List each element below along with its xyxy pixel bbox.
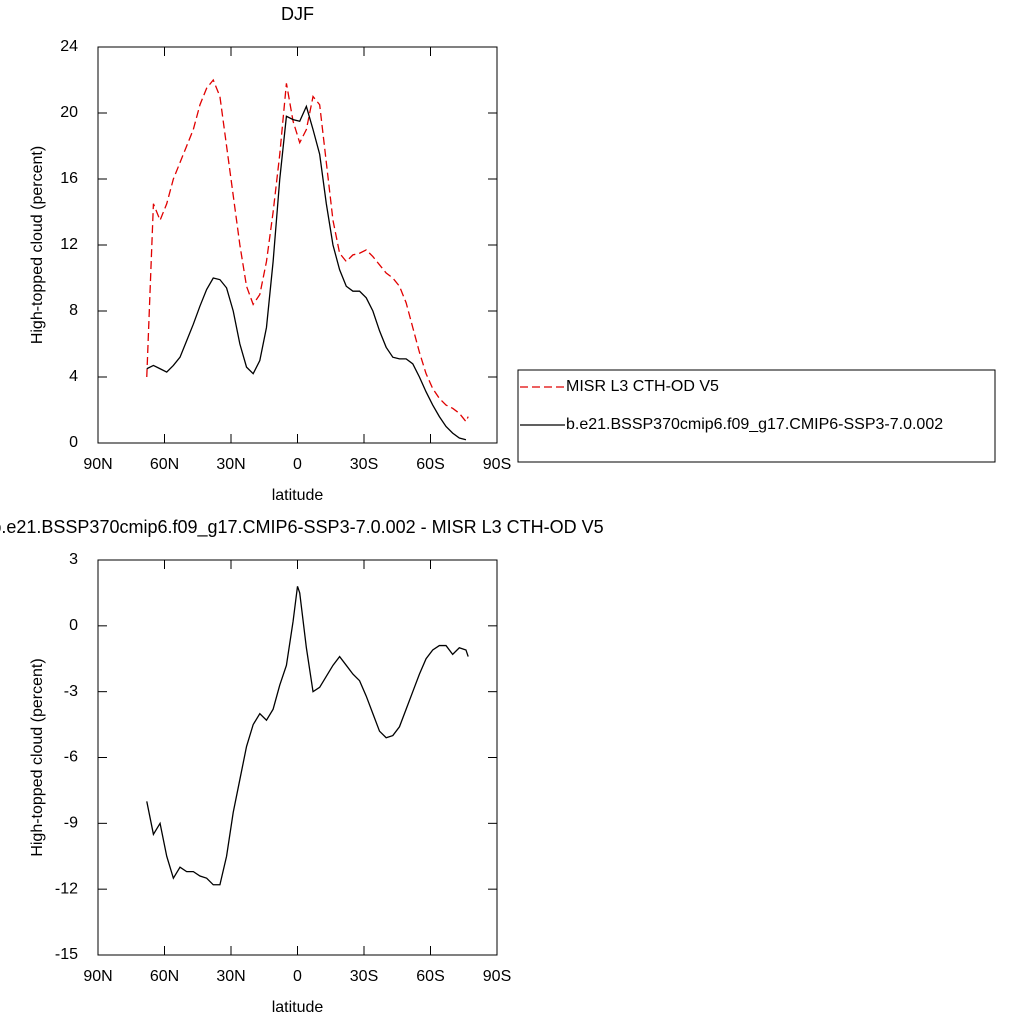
x-tick-label: 30N — [216, 456, 245, 473]
data-line — [146, 78, 469, 423]
x-tick-label: 60N — [150, 456, 179, 473]
y-tick-label: -15 — [55, 946, 78, 963]
x-tick-label: 0 — [293, 968, 302, 985]
y-tick-label: -6 — [64, 749, 78, 766]
chart-title: DJF — [281, 4, 314, 24]
y-axis-label: High-topped cloud (percent) — [29, 658, 46, 856]
x-tick-label: 30N — [216, 968, 245, 985]
legend-box — [517, 369, 996, 463]
y-axis-label: High-topped cloud (percent) — [29, 146, 46, 344]
legend-label: MISR L3 CTH-OD V5 — [566, 378, 719, 395]
y-tick-label: 4 — [69, 368, 78, 385]
plot-frame — [97, 46, 498, 444]
legend: MISR L3 CTH-OD V5 b.e21.BSSP370cmip6.f09_… — [517, 369, 996, 463]
legend-label: b.e21.BSSP370cmip6.f09_g17.CMIP6-SSP3-7.… — [566, 416, 943, 433]
y-tick-label: 3 — [69, 551, 78, 568]
y-tick-label: -9 — [64, 815, 78, 832]
y-tick-label: 0 — [69, 617, 78, 634]
y-tick-label: 0 — [69, 434, 78, 451]
x-axis-label: latitude — [272, 999, 324, 1016]
x-tick-label: 0 — [293, 456, 302, 473]
data-line — [146, 586, 469, 886]
y-tick-label: 16 — [60, 170, 78, 187]
y-tick-label: -3 — [64, 683, 78, 700]
x-tick-label: 90N — [83, 968, 112, 985]
plot-frame — [97, 559, 498, 956]
y-tick-label: 20 — [60, 104, 78, 121]
y-tick-label: -12 — [55, 880, 78, 897]
x-tick-label: 90S — [483, 456, 511, 473]
x-tick-label: 90S — [483, 968, 511, 985]
x-tick-label: 60S — [416, 968, 444, 985]
x-tick-label: 60N — [150, 968, 179, 985]
chart-title: b.e21.BSSP370cmip6.f09_g17.CMIP6-SSP3-7.… — [0, 517, 604, 538]
y-tick-label: 8 — [69, 302, 78, 319]
y-tick-label: 24 — [60, 38, 78, 55]
x-tick-label: 30S — [350, 968, 378, 985]
x-axis-label: latitude — [272, 487, 324, 504]
data-line — [146, 104, 467, 441]
x-tick-label: 90N — [83, 456, 112, 473]
y-tick-label: 12 — [60, 236, 78, 253]
x-tick-label: 60S — [416, 456, 444, 473]
x-tick-label: 30S — [350, 456, 378, 473]
